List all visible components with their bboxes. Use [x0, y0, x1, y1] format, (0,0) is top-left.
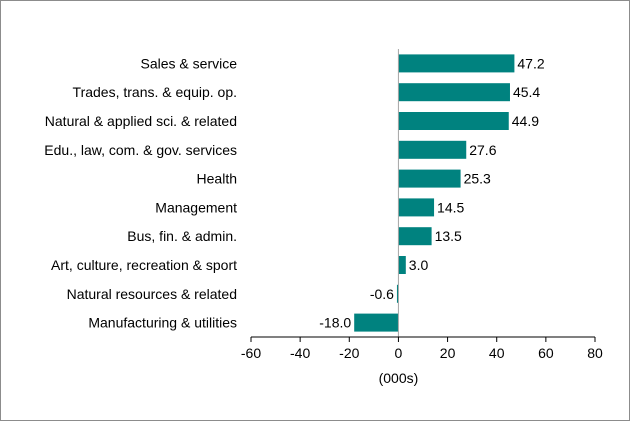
bar: [398, 112, 509, 130]
x-tick-label: 60: [538, 345, 554, 361]
data-label: 3.0: [409, 257, 429, 273]
category-label: Edu., law, com. & gov. services: [44, 142, 237, 158]
x-tick-label: 40: [489, 345, 505, 361]
data-label: 27.6: [469, 142, 496, 158]
bar: [398, 140, 467, 159]
bar: [398, 227, 432, 246]
category-label: Trades, trans. & equip. op.: [73, 84, 237, 100]
bar: [398, 54, 515, 73]
data-label: 13.5: [435, 228, 462, 244]
category-label: Health: [197, 171, 237, 187]
data-label: 14.5: [437, 199, 464, 215]
axes: [250, 49, 596, 342]
x-axis-label: (000s): [379, 370, 419, 386]
x-tick-labels: -60 -40 -20 0 20 40 60 80: [241, 345, 603, 361]
category-label: Manufacturing & utilities: [88, 315, 237, 331]
data-label: -18.0: [319, 315, 351, 331]
data-label: 44.9: [512, 113, 539, 129]
x-tick-label: 0: [395, 345, 403, 361]
bar: [354, 313, 399, 332]
category-label: Bus, fin. & admin.: [127, 228, 237, 244]
x-tick-label: -20: [339, 345, 359, 361]
category-labels: Sales & service Trades, trans. & equip. o…: [44, 55, 237, 330]
x-tick-label: -40: [290, 345, 310, 361]
x-tick-label: -60: [241, 345, 261, 361]
category-label: Natural & applied sci. & related: [45, 113, 237, 129]
bars: [354, 54, 515, 332]
data-label: 25.3: [464, 171, 491, 187]
data-label: -0.6: [370, 286, 394, 302]
data-labels: 47.2 45.4 44.9 27.6 25.314.5 13.5 3.0 -0.6 -18.0: [319, 55, 545, 330]
category-label: Sales & service: [141, 55, 238, 71]
x-tick-label: 20: [440, 345, 456, 361]
category-label: Management: [155, 199, 237, 215]
category-label: Art, culture, recreation & sport: [51, 257, 237, 273]
data-label: 47.2: [517, 55, 544, 71]
bar: [396, 284, 399, 303]
x-tick-label: 80: [587, 345, 603, 361]
bar: [398, 256, 406, 274]
bar: [398, 83, 510, 102]
bar: [398, 198, 435, 217]
data-label: 45.4: [513, 84, 540, 100]
bar: [398, 169, 461, 188]
category-label: Natural resources & related: [67, 286, 237, 302]
